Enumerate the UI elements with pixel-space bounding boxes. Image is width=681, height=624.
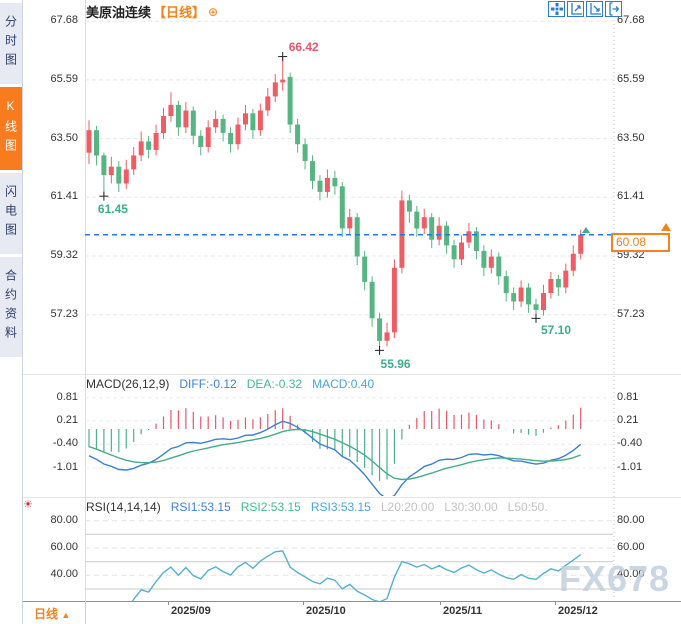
y-axis-label: 60.00 [50, 541, 78, 553]
x-axis-line [22, 601, 681, 602]
y-axis-label: 0.81 [56, 390, 78, 403]
y-axis-label: 0.81 [617, 390, 639, 403]
price-annotation: 61.45 [97, 202, 128, 217]
x-axis-label: 2025/12 [558, 605, 598, 617]
indicator-value-label: L20:20.00 [380, 500, 435, 514]
price-up-arrow-icon [661, 223, 671, 231]
y-axis-label: 65.59 [617, 72, 645, 85]
y-axis-label: 65.59 [50, 72, 78, 85]
chart-toolbar [546, 1, 622, 17]
x-axis-tick [440, 601, 441, 605]
y-axis-label: 61.41 [50, 190, 78, 203]
y-axis-label: 40.00 [617, 568, 645, 581]
y-axis-label: -0.40 [617, 437, 643, 450]
y-axis-label: -0.40 [52, 437, 78, 450]
panel-separator [22, 497, 681, 498]
collapse-right-icon[interactable] [605, 1, 622, 17]
period-selector-arrow-icon: ▲ [61, 610, 71, 620]
sidebar-tab-K线图[interactable]: K线图 [0, 87, 22, 170]
rsi-title: RSI(14,14,14) [86, 500, 161, 514]
symbol-title: 美原油连续 [86, 5, 152, 20]
current-price-tag: 60.08 [611, 233, 670, 252]
price-annotation: 55.96 [380, 357, 411, 372]
chart-type-sidebar: 分时图 K线图闪电图合约资料 [0, 0, 23, 624]
y-axis-label: 40.00 [50, 568, 78, 581]
y-axis-label: 60.00 [617, 541, 645, 553]
macd-title: MACD(26,12,9) [86, 377, 170, 391]
indicator-value-label: DEA:-0.32 [246, 377, 303, 391]
y-axis-label: -1.01 [617, 460, 643, 473]
indicator-value-label: MACD:0.40 [312, 377, 375, 391]
indicator-value-label: L30:30.00 [444, 500, 498, 514]
sidebar-tab-闪电图[interactable]: 闪电图 [0, 173, 22, 254]
x-axis-tick [303, 601, 304, 605]
fx678-watermark: FX678 [559, 558, 671, 599]
fit-y-axis-icon[interactable] [567, 1, 584, 17]
x-axis-label: 2025/10 [306, 605, 346, 617]
y-axis-label: 63.50 [50, 131, 78, 144]
y-axis-label: -1.01 [52, 460, 78, 473]
y-axis-label: 0.21 [56, 413, 78, 426]
last-bar-marker-icon [582, 227, 590, 233]
pan-icon[interactable] [548, 1, 565, 17]
y-axis-label: 67.68 [50, 14, 78, 27]
x-axis-tick [168, 601, 169, 605]
macd-header: MACD(26,12,9) DIFF:-0.12 DEA:-0.32 MACD:0.… [86, 377, 374, 391]
period-selector-button[interactable]: 日线 ▲ [34, 605, 70, 622]
x-axis-label: 2025/09 [171, 605, 211, 617]
y-axis-label: 80.00 [617, 513, 645, 526]
period-selector-label: 日线 [34, 607, 59, 621]
y-axis-label: 63.50 [617, 131, 645, 144]
rsi-settings-icon[interactable]: ☀ [23, 499, 33, 511]
indicator-value-label: L50:50. [507, 500, 548, 514]
indicator-value-label: DIFF:-0.12 [179, 377, 237, 391]
expand-icon[interactable]: ⊕ [208, 4, 219, 19]
y-axis-label: 61.41 [617, 190, 645, 203]
x-axis-label: 2025/11 [443, 605, 483, 617]
y-axis-label: 67.68 [617, 14, 645, 27]
y-axis-label: 59.32 [617, 249, 645, 261]
indicator-value-label: RSI3:53.15 [310, 500, 371, 514]
y-axis-label: 80.00 [50, 513, 78, 526]
price-annotation: 66.42 [288, 39, 319, 54]
period-tag: 【日线】 [153, 5, 206, 20]
plot-left-border [85, 0, 86, 601]
rsi-header: RSI(14,14,14) RSI1:53.15 RSI2:53.15 RSI3:5… [86, 500, 548, 514]
indicator-value-label: RSI2:53.15 [240, 500, 301, 514]
y-axis-label: 57.23 [617, 307, 645, 320]
price-annotation: 57.10 [541, 323, 572, 338]
sidebar-tab-合约资料[interactable]: 合约资料 [0, 257, 22, 357]
fit-x-axis-icon[interactable] [586, 1, 603, 17]
x-axis-tick [555, 601, 556, 605]
bottom-divider [85, 601, 86, 624]
y-axis-label: 0.21 [617, 413, 639, 426]
y-axis-label: 59.32 [50, 249, 78, 261]
sidebar-tab-分时图[interactable]: 分时图 [0, 3, 22, 84]
chart-header: 美原油连续 【日线】 ⊕ [86, 2, 218, 21]
panel-separator [22, 374, 681, 375]
indicator-value-label: RSI1:53.15 [170, 500, 231, 514]
y-axis-label: 57.23 [50, 307, 78, 320]
